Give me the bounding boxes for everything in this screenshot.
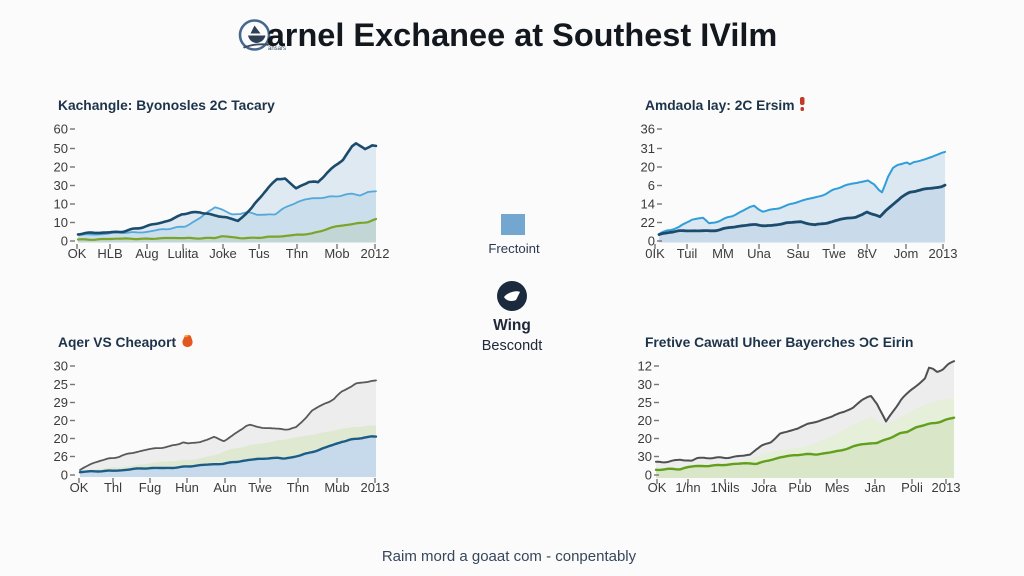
svg-text:Amdaola lay: 2C Ersim: Amdaola lay: 2C Ersim — [645, 98, 795, 113]
svg-text:29: 29 — [54, 395, 68, 410]
svg-text:14: 14 — [641, 197, 655, 212]
svg-text:8tV: 8tV — [857, 246, 877, 261]
svg-text:10: 10 — [54, 197, 68, 212]
svg-text:2013: 2013 — [932, 480, 961, 495]
svg-text:50: 50 — [54, 141, 68, 156]
svg-text:Bescondt: Bescondt — [482, 338, 542, 354]
svg-text:Thn: Thn — [286, 246, 308, 261]
svg-text:0: 0 — [645, 468, 652, 483]
svg-text:Una: Una — [747, 246, 772, 261]
svg-text:20: 20 — [54, 160, 68, 175]
svg-text:Jom: Jom — [894, 246, 919, 261]
svg-text:Aqer VS Cheaport: Aqer VS Cheaport — [58, 335, 176, 350]
svg-text:OK: OK — [648, 480, 667, 495]
svg-text:25: 25 — [54, 377, 68, 392]
svg-text:Poli: Poli — [901, 480, 923, 495]
svg-text:Fretive Cawatl Uheer Bayerches: Fretive Cawatl Uheer Bayerches ƆC Eirin — [645, 335, 913, 350]
svg-text:2013: 2013 — [361, 480, 390, 495]
svg-text:Joke: Joke — [209, 246, 236, 261]
svg-text:Jan: Jan — [865, 480, 886, 495]
svg-text:22: 22 — [641, 215, 655, 230]
svg-text:Aug: Aug — [135, 246, 158, 261]
svg-text:20: 20 — [641, 160, 655, 175]
svg-text:Hun: Hun — [175, 480, 199, 495]
svg-text:31: 31 — [641, 141, 655, 156]
svg-text:Tuil: Tuil — [677, 246, 698, 261]
svg-text:Thn: Thn — [287, 480, 309, 495]
svg-text:20: 20 — [54, 431, 68, 446]
svg-text:25: 25 — [638, 395, 652, 410]
svg-text:arnel Exchanee at Southest IVi: arnel Exchanee at Southest IVilm — [267, 17, 778, 53]
svg-text:0: 0 — [61, 468, 68, 483]
svg-text:Frectoint: Frectoint — [488, 241, 540, 256]
svg-text:1Nils: 1Nils — [711, 480, 740, 495]
svg-text:60: 60 — [54, 122, 68, 137]
svg-text:20: 20 — [638, 431, 652, 446]
svg-text:Jora: Jora — [751, 480, 777, 495]
svg-text:Raim mord a goaat com - conpen: Raim mord a goaat com - conpentably — [382, 548, 637, 565]
svg-text:12: 12 — [638, 359, 652, 374]
svg-text:OK: OK — [68, 246, 87, 261]
svg-text:Mob: Mob — [324, 246, 349, 261]
svg-text:0: 0 — [61, 234, 68, 249]
svg-text:Kachangle: Byonosles 2C Tacary: Kachangle: Byonosles 2C Tacary — [58, 98, 275, 113]
svg-text:Thl: Thl — [104, 480, 122, 495]
svg-text:Twe: Twe — [822, 246, 846, 261]
svg-text:MM: MM — [712, 246, 734, 261]
svg-text:Fug: Fug — [139, 480, 161, 495]
svg-text:0: 0 — [648, 234, 655, 249]
svg-text:OK: OK — [70, 480, 89, 495]
svg-text:30: 30 — [638, 449, 652, 464]
svg-text:20: 20 — [54, 413, 68, 428]
svg-text:2013: 2013 — [929, 246, 958, 261]
svg-text:Lulita: Lulita — [167, 246, 199, 261]
svg-text:30: 30 — [54, 178, 68, 193]
svg-text:Mub: Mub — [324, 480, 349, 495]
svg-text:0IK: 0IK — [645, 246, 665, 261]
svg-text:36: 36 — [641, 122, 655, 137]
svg-text:Tus: Tus — [248, 246, 270, 261]
svg-text:30: 30 — [638, 377, 652, 392]
svg-text:HLB: HLB — [97, 246, 122, 261]
svg-text:Twe: Twe — [248, 480, 272, 495]
svg-text:2012: 2012 — [361, 246, 390, 261]
svg-text:1/hn: 1/hn — [675, 480, 700, 495]
svg-text:10: 10 — [54, 215, 68, 230]
svg-text:Pub: Pub — [788, 480, 811, 495]
svg-text:30: 30 — [54, 359, 68, 374]
svg-text:26: 26 — [54, 449, 68, 464]
svg-text:Aun: Aun — [213, 480, 236, 495]
svg-text:Wing: Wing — [493, 317, 531, 334]
svg-text:6: 6 — [648, 178, 655, 193]
svg-text:Sau: Sau — [786, 246, 809, 261]
svg-text:Mes: Mes — [825, 480, 850, 495]
svg-text:ansars: ansars — [268, 46, 286, 52]
svg-text:20: 20 — [638, 413, 652, 428]
